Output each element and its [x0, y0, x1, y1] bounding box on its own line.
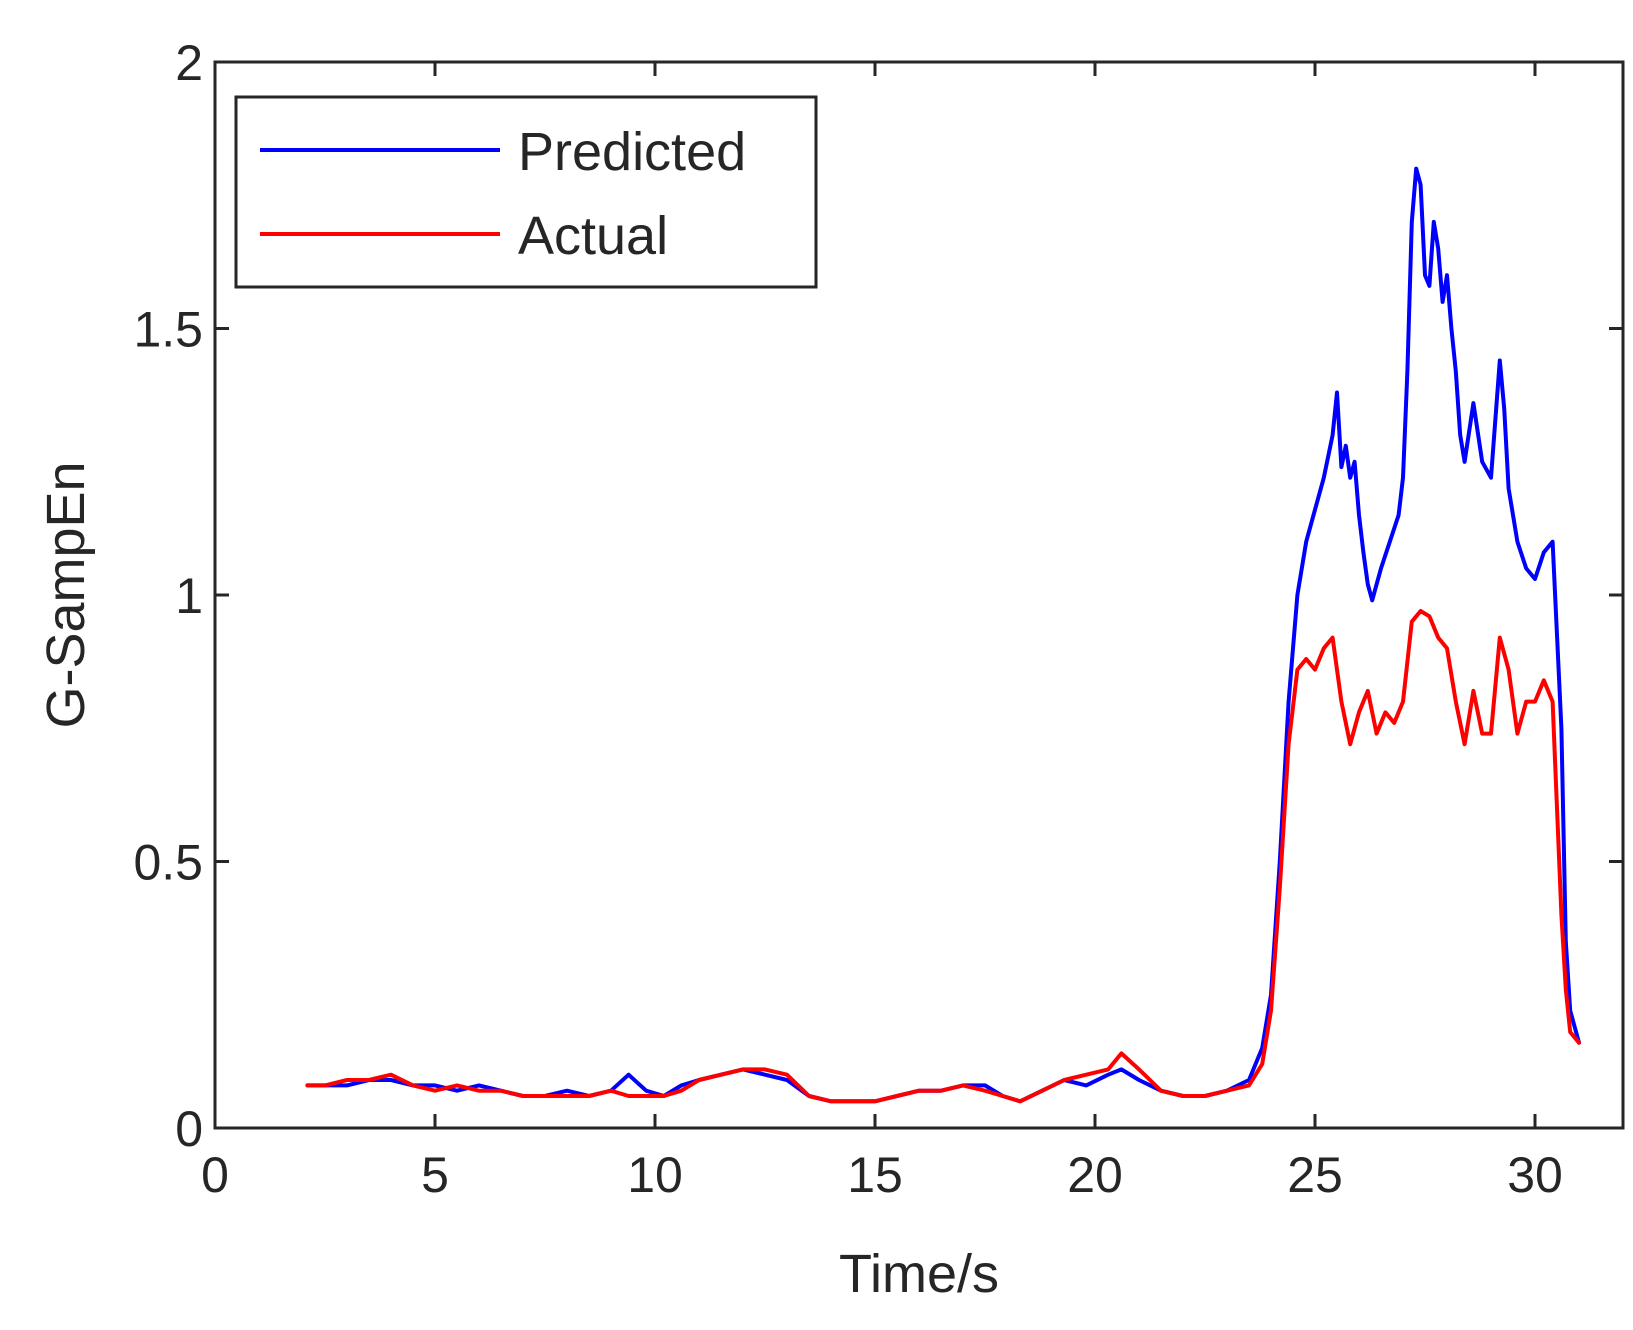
- x-tick-label: 15: [847, 1147, 903, 1203]
- x-tick-label: 20: [1067, 1147, 1123, 1203]
- series-layer: [305, 166, 1581, 1104]
- x-tick-label: 5: [421, 1147, 449, 1203]
- y-tick-label: 1: [175, 568, 203, 624]
- x-tick-label: 25: [1287, 1147, 1343, 1203]
- series-line-actual: [305, 609, 1581, 1104]
- y-tick-label: 0: [175, 1101, 203, 1157]
- tick-layer: 0 5 10 15 20 25 30 0 0.5 1 1.5 2: [133, 35, 1623, 1203]
- y-tick-label: 2: [175, 35, 203, 91]
- x-tick-label: 10: [627, 1147, 683, 1203]
- y-tick-label: 0.5: [133, 835, 203, 891]
- x-tick-label: 30: [1507, 1147, 1563, 1203]
- y-tick-label: 1.5: [133, 302, 203, 358]
- x-axis-label: Time/s: [839, 1244, 999, 1304]
- x-tick-label: 0: [201, 1147, 229, 1203]
- legend: Predicted Actual: [234, 95, 818, 289]
- legend-label-actual: Actual: [518, 206, 668, 266]
- legend-box: [234, 95, 818, 289]
- y-axis-label: G-SampEn: [36, 461, 96, 728]
- legend-label-predicted: Predicted: [518, 122, 746, 182]
